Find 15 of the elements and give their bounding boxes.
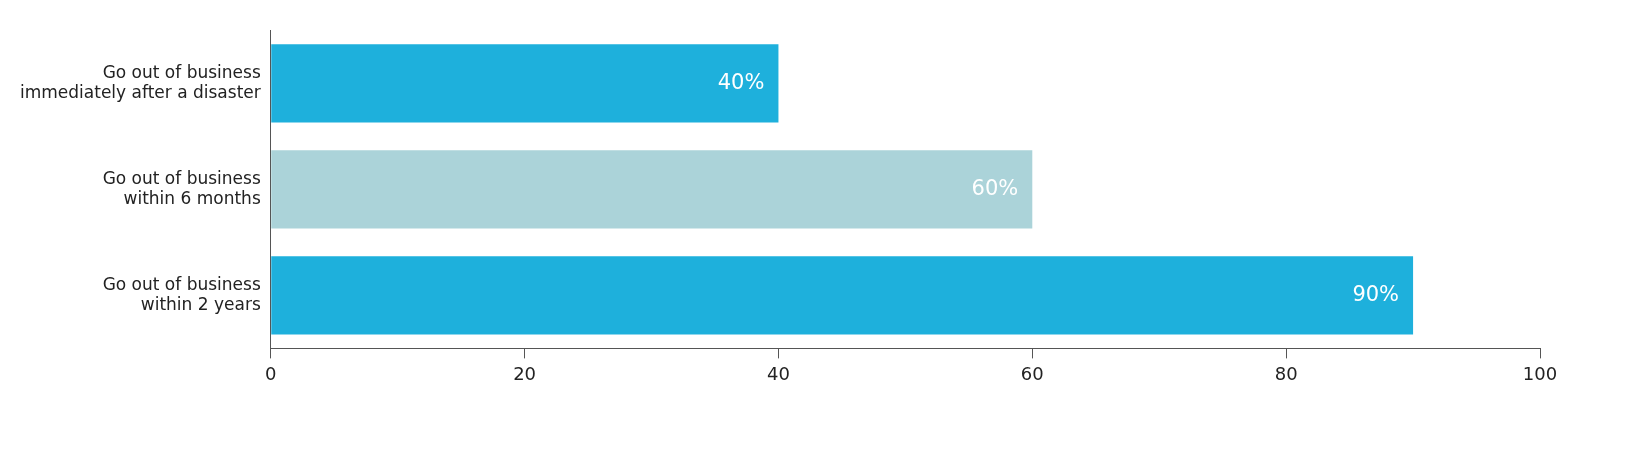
x-tick-label: 20: [513, 362, 537, 384]
x-tick-label: 40: [767, 362, 790, 384]
x-tick-label: 100: [1522, 362, 1558, 384]
bar: [271, 256, 1414, 335]
x-tick-label: 60: [1020, 362, 1044, 384]
data-label: 40%: [717, 69, 765, 94]
x-tick-label: 0: [265, 362, 277, 384]
x-tick-label: 80: [1274, 362, 1298, 384]
data-label: 90%: [1352, 281, 1400, 306]
bar: [271, 150, 1033, 229]
y-tick-label: Go out of business within 2 years: [102, 273, 261, 315]
bar: [271, 44, 779, 123]
y-tick-label: Go out of business immediately after a disaster: [20, 61, 261, 103]
data-label: 60%: [971, 175, 1019, 200]
y-tick-label: Go out of business within 6 months: [102, 167, 261, 209]
